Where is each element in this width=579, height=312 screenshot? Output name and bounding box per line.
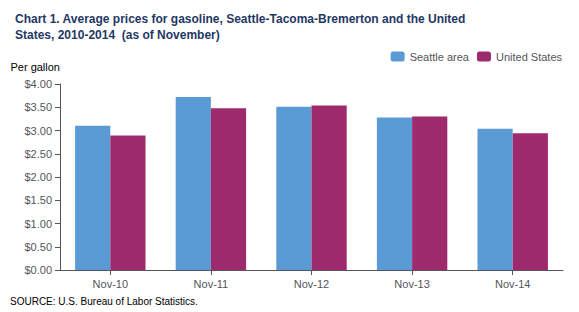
svg-text:$3.00: $3.00 (24, 125, 52, 137)
svg-text:Nov-12: Nov-12 (294, 278, 329, 290)
svg-text:$2.00: $2.00 (24, 171, 52, 183)
svg-text:Nov-14: Nov-14 (495, 278, 530, 290)
svg-text:Nov-11: Nov-11 (194, 278, 229, 290)
svg-text:$3.50: $3.50 (24, 101, 52, 113)
svg-text:Nov-10: Nov-10 (93, 278, 128, 290)
svg-text:$1.00: $1.00 (24, 218, 52, 230)
svg-text:Nov-13: Nov-13 (394, 278, 429, 290)
svg-text:States, 2010-2014 (as of Nove: States, 2010-2014 (as of November) (15, 28, 220, 42)
svg-text:United States: United States (496, 51, 563, 63)
svg-text:Seattle area: Seattle area (410, 51, 470, 63)
svg-text:Chart 1. Average prices for ga: Chart 1. Average prices for gasoline, Se… (15, 12, 465, 26)
svg-text:$0.50: $0.50 (24, 241, 52, 253)
svg-text:$1.50: $1.50 (24, 194, 52, 206)
svg-text:SOURCE: U.S. Bureau of Labor S: SOURCE: U.S. Bureau of Labor Statistics. (10, 296, 198, 307)
svg-text:$0.00: $0.00 (24, 264, 52, 276)
svg-text:Per gallon: Per gallon (10, 61, 60, 73)
svg-text:$2.50: $2.50 (24, 148, 52, 160)
svg-text:$4.00: $4.00 (24, 78, 52, 90)
